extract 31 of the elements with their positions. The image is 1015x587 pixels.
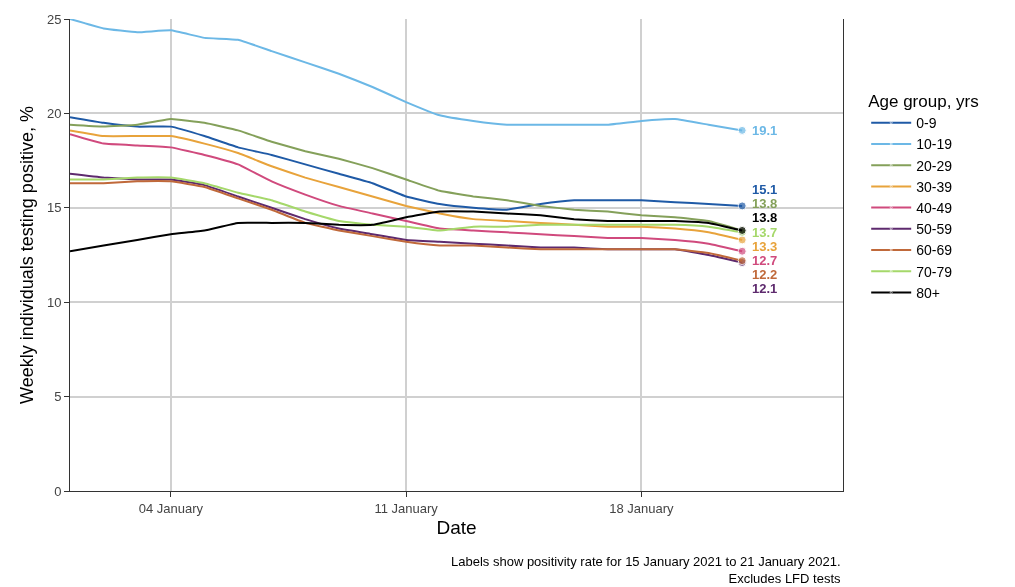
y-axis-title: Weekly individuals testing positive, %	[17, 106, 38, 404]
x-tick-label: 18 January	[609, 500, 675, 516]
legend-label: 10-19	[916, 136, 953, 153]
legend-label: 30-39	[916, 178, 953, 195]
legend-label: 20-29	[916, 157, 953, 174]
data-label: 12.2	[752, 267, 778, 282]
y-tick-label: 10	[46, 294, 62, 310]
data-label: 15.1	[752, 182, 778, 197]
legend-label: 80+	[916, 284, 940, 301]
text: Labels show positivity rate for 15 January 2021 to 21 January 2021. Excludes LFD tests	[451, 554, 842, 586]
data-label: 13.7	[752, 225, 778, 240]
y-tick-label: 5	[54, 389, 62, 405]
legend-label: 50-59	[916, 221, 953, 238]
data-label: 12.7	[752, 253, 778, 268]
legend-label: 0-9	[916, 115, 937, 132]
data-label: 13.3	[752, 239, 778, 254]
data-label: 13.8	[752, 196, 778, 211]
x-tick-label: 11 January	[374, 500, 439, 516]
y-tick-label: 15	[46, 200, 62, 216]
y-tick-label: 20	[46, 105, 62, 121]
legend-label: 70-79	[916, 263, 953, 280]
legend-label: 60-69	[916, 242, 953, 259]
data-label: 19.1	[752, 123, 778, 138]
x-tick-label: 04 January	[138, 500, 204, 516]
x-axis-title: Date	[436, 517, 477, 539]
legend-label: 40-49	[916, 200, 953, 217]
legend-title: Age group, yrs	[868, 92, 979, 112]
data-label: 13.8	[752, 210, 778, 225]
y-tick-label: 25	[46, 11, 62, 27]
y-tick-label: 0	[54, 483, 62, 499]
data-label: 12.1	[752, 281, 778, 296]
